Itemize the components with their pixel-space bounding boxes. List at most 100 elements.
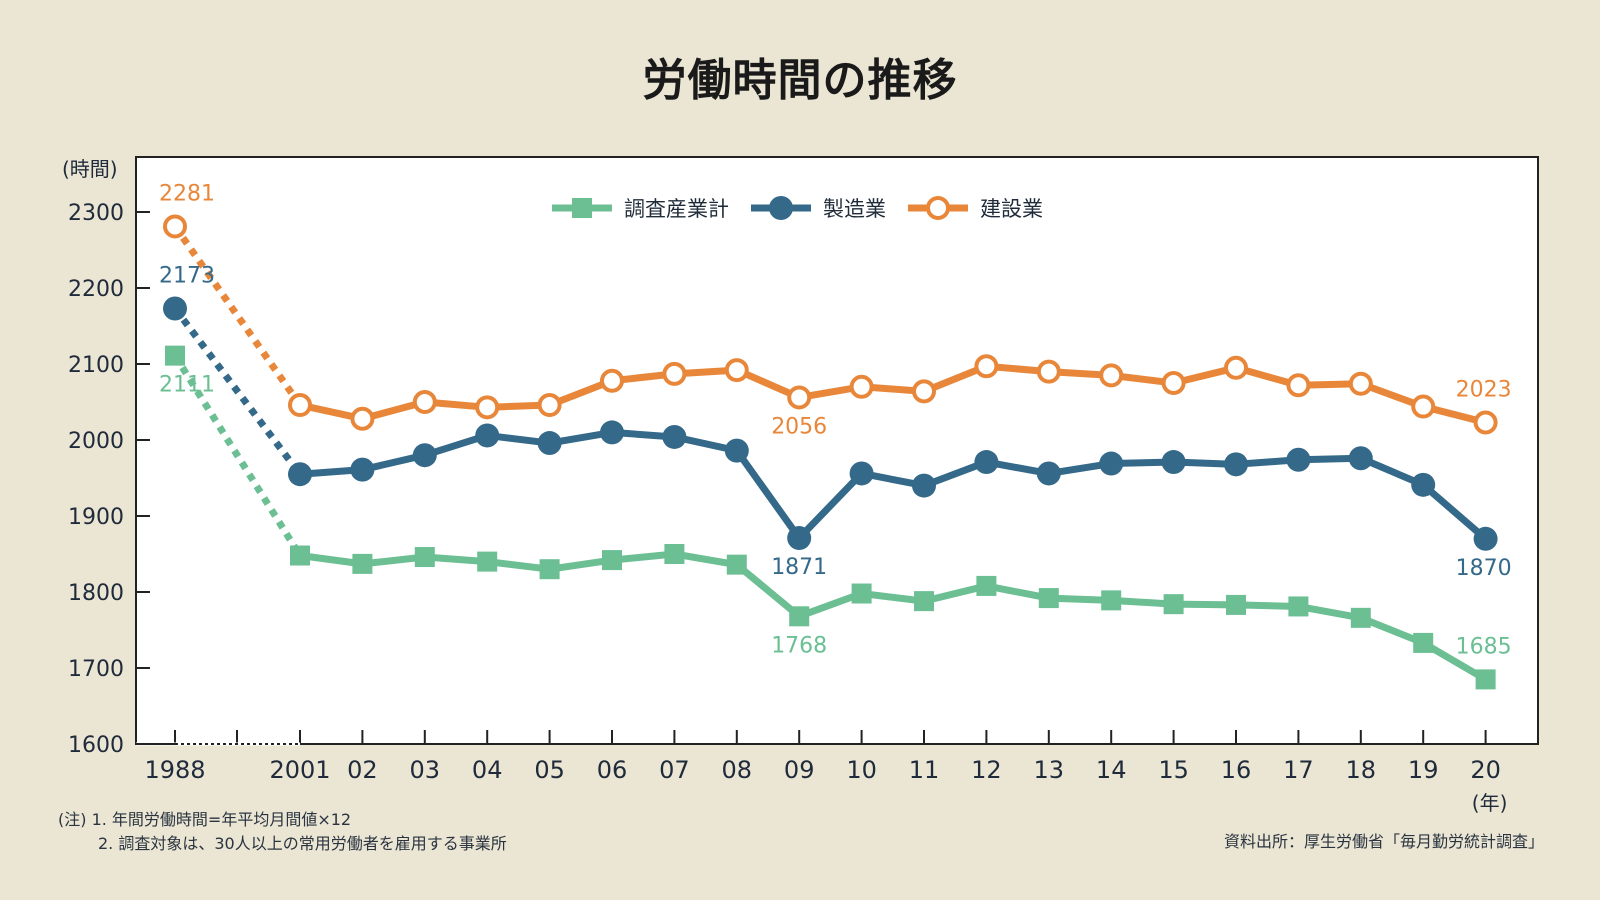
- x-tick-label: 16: [1221, 756, 1252, 784]
- x-tick-label: 17: [1283, 756, 1314, 784]
- data-point-open-circle: [974, 354, 999, 379]
- x-tick-label: 14: [1096, 756, 1127, 784]
- data-point-open-circle: [1224, 355, 1248, 380]
- data-point-open-circle: [537, 393, 562, 418]
- y-tick-label: 2000: [68, 429, 124, 454]
- note-line-1: (注) 1. 年間労働時間=年平均月間値×12: [58, 810, 352, 829]
- data-point-square: [1163, 594, 1184, 615]
- data-label: 2281: [159, 181, 215, 206]
- data-point-square: [352, 553, 373, 574]
- data-point-circle: [163, 296, 187, 321]
- data-point-circle: [1224, 452, 1248, 477]
- series-connector-dotted: [172, 353, 303, 558]
- legend-marker: [926, 196, 950, 220]
- x-tick-label: 18: [1346, 756, 1377, 784]
- data-point-square: [602, 550, 622, 571]
- y-tick-label: 1600: [68, 733, 124, 758]
- x-tick-label: 11: [909, 756, 940, 784]
- data-point-circle: [662, 424, 687, 449]
- x-tick-label: 09: [784, 756, 815, 784]
- x-axis-unit: (年): [1472, 791, 1508, 815]
- data-point-circle: [912, 473, 936, 498]
- data-point-open-circle: [1036, 359, 1061, 384]
- data-point-circle: [724, 438, 749, 463]
- data-label: 2111: [159, 373, 215, 398]
- data-point-square: [165, 345, 185, 366]
- data-point-open-circle: [787, 385, 812, 410]
- data-point-square: [914, 591, 934, 612]
- data-label: 2173: [159, 264, 215, 289]
- y-tick-label: 2300: [68, 201, 124, 226]
- data-point-circle: [537, 431, 562, 456]
- legend-marker: [769, 196, 793, 220]
- x-tick-label: 06: [597, 756, 628, 784]
- data-point-open-circle: [849, 374, 874, 399]
- data-point-square: [1288, 596, 1309, 617]
- data-label: 2023: [1456, 378, 1512, 403]
- data-point-open-circle: [1348, 371, 1373, 396]
- data-point-open-circle: [1099, 363, 1124, 388]
- plot-area: [135, 156, 1539, 745]
- legend-label: 建設業: [980, 197, 1043, 221]
- chart-title: 労働時間の推移: [642, 55, 958, 106]
- data-label: 2056: [771, 414, 827, 439]
- data-point-square: [1413, 632, 1434, 653]
- data-point-square: [1350, 607, 1371, 628]
- data-point-square: [1475, 669, 1496, 690]
- data-label: 1768: [771, 633, 827, 658]
- x-tick-label: 04: [472, 756, 503, 784]
- data-point-square: [789, 606, 810, 627]
- data-point-square: [851, 583, 872, 604]
- series-connector-dotted: [172, 306, 303, 477]
- data-point-circle: [1161, 450, 1186, 475]
- x-tick-label: 15: [1158, 756, 1189, 784]
- data-point-open-circle: [475, 395, 500, 420]
- data-point-circle: [1286, 447, 1311, 472]
- x-tick-label: 2001: [269, 756, 330, 784]
- y-tick-label: 1900: [68, 505, 124, 530]
- note-line-2: 2. 調査対象は、30人以上の常用労働者を雇用する事業所: [98, 834, 507, 853]
- data-point-square: [1226, 594, 1246, 615]
- data-point-open-circle: [1161, 371, 1186, 395]
- legend-marker: [572, 198, 592, 218]
- data-label: 1870: [1456, 556, 1512, 581]
- y-tick-label: 2200: [68, 277, 124, 302]
- data-point-circle: [1099, 451, 1124, 476]
- data-point-circle: [1411, 472, 1436, 497]
- x-tick-label: 03: [410, 756, 441, 784]
- data-point-circle: [412, 443, 437, 468]
- data-label: 1871: [771, 555, 827, 580]
- legend-label: 調査産業計: [624, 197, 729, 221]
- series-line: [299, 550, 1488, 683]
- data-point-open-circle: [912, 379, 936, 404]
- y-tick-label: 1700: [68, 657, 124, 682]
- data-point-circle: [600, 420, 624, 445]
- x-tick-label: 05: [534, 756, 565, 784]
- x-tick-label: 08: [722, 756, 753, 784]
- data-point-square: [414, 547, 435, 568]
- x-tick-label: 13: [1034, 756, 1065, 784]
- data-point-open-circle: [662, 361, 687, 386]
- data-point-open-circle: [163, 214, 187, 239]
- data-point-square: [290, 545, 310, 566]
- y-axis-label: (時間): [62, 157, 118, 181]
- data-point-square: [726, 554, 747, 575]
- x-tick-label: 12: [971, 756, 1002, 784]
- data-point-circle: [1473, 526, 1498, 551]
- data-label: 1685: [1456, 634, 1512, 659]
- data-point-circle: [974, 450, 999, 475]
- data-point-open-circle: [412, 390, 437, 414]
- data-point-open-circle: [724, 358, 749, 383]
- data-point-circle: [350, 457, 375, 482]
- data-point-circle: [475, 423, 500, 448]
- data-point-open-circle: [1286, 373, 1311, 398]
- data-point-open-circle: [1473, 410, 1498, 435]
- x-tick-label: 07: [659, 756, 690, 784]
- y-tick-label: 2100: [68, 353, 124, 378]
- data-point-square: [976, 575, 997, 596]
- x-tick-label: 20: [1470, 756, 1501, 784]
- x-tick-label: 10: [846, 756, 877, 784]
- data-point-square: [1101, 590, 1122, 611]
- x-tick-label: 02: [347, 756, 378, 784]
